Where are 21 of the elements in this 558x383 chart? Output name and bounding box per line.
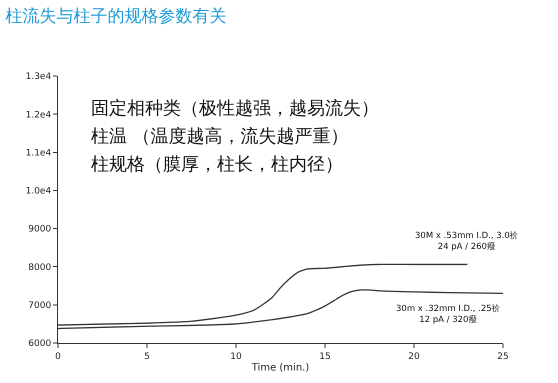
y-tick-label: 8000 <box>28 262 52 273</box>
x-tick-label: 0 <box>55 352 62 362</box>
x-tick-label: 5 <box>144 352 150 362</box>
annotation: 固定相种类（极性越强，越易流失） <box>91 98 379 119</box>
x-tick-label: 15 <box>319 352 331 362</box>
y-tick-label: 6000 <box>28 339 52 350</box>
annotation: 柱规格（膜厚，柱长，柱内径） <box>91 154 343 175</box>
y-tick-label: 1.1e4 <box>26 148 52 158</box>
x-tick-label: 10 <box>230 352 242 362</box>
x-tick-label: 25 <box>497 352 509 362</box>
x-axis-title: Time (min.) <box>250 362 310 374</box>
x-tick-label: 20 <box>408 352 420 362</box>
y-tick-label: 9000 <box>28 224 52 235</box>
y-tick-label: 7000 <box>28 301 52 312</box>
y-tick-label: 1.3e4 <box>26 72 52 82</box>
annotation: 30m x .32mm I.D., .25祄 12 pA / 320癈 <box>396 303 501 326</box>
y-tick-label: 1.0e4 <box>26 186 52 197</box>
annotation: 柱温 （温度越高，流失越严重） <box>91 126 349 147</box>
annotation: 30M x .53mm I.D., 3.0祄 24 pA / 260癈 <box>415 230 519 252</box>
y-tick-label: 1.2e4 <box>26 110 52 120</box>
chart-title: 柱流失与柱子的规格参数有关 <box>6 6 227 26</box>
